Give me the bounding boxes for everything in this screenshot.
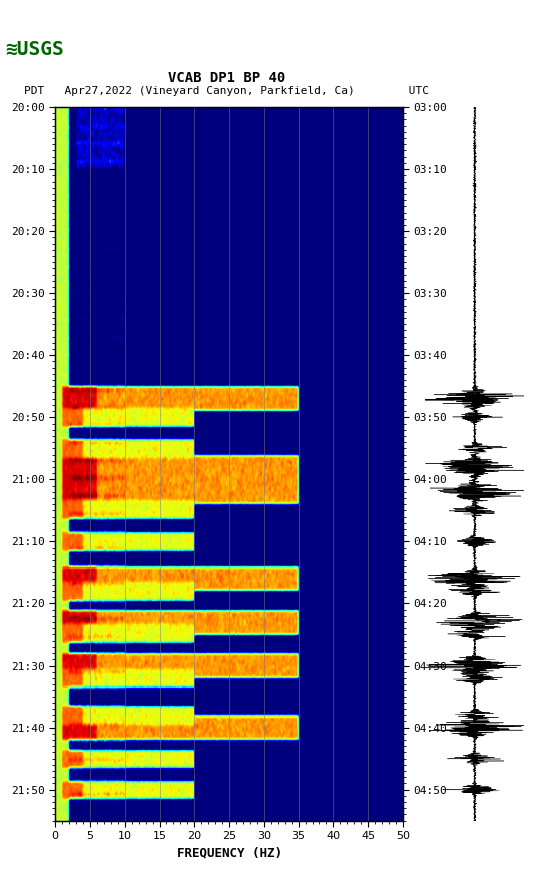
X-axis label: FREQUENCY (HZ): FREQUENCY (HZ) [177,847,282,860]
Text: VCAB DP1 BP 40: VCAB DP1 BP 40 [168,70,285,85]
Text: PDT   Apr27,2022 (Vineyard Canyon, Parkfield, Ca)        UTC: PDT Apr27,2022 (Vineyard Canyon, Parkfie… [24,87,429,96]
Text: ≋USGS: ≋USGS [6,40,64,59]
